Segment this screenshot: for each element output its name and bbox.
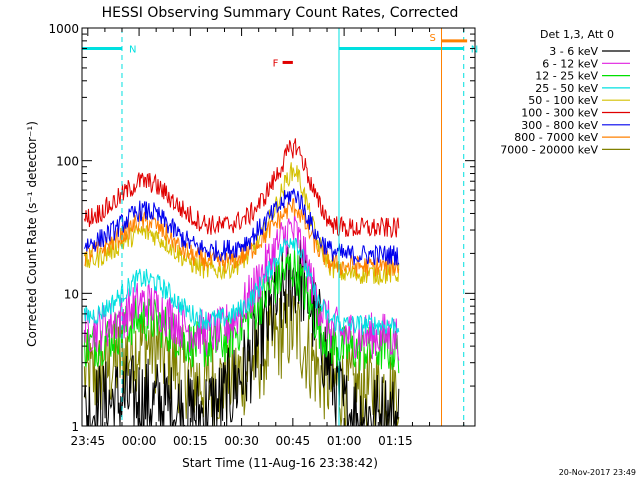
- y-tick-label: 1000: [48, 22, 79, 36]
- x-tick-label: 00:00: [122, 434, 157, 448]
- legend-entry-label: 50 - 100 keV: [528, 94, 598, 107]
- x-axis: 23:45 00:00 00:15 00:30 00:45 01:00 01:15: [71, 28, 465, 448]
- series-group: [83, 138, 400, 427]
- legend-entry-label: 300 - 800 keV: [521, 119, 598, 132]
- plot-frame: [81, 27, 476, 427]
- x-tick-label: 01:00: [327, 434, 362, 448]
- series-line-6: [83, 188, 400, 267]
- legend-entry-label: 7000 - 20000 keV: [500, 143, 598, 156]
- legend-entry-label: 6 - 12 keV: [542, 57, 598, 70]
- annotation-label: N: [129, 45, 136, 56]
- series-line-0: [83, 239, 400, 427]
- x-tick-label: 00:15: [173, 434, 208, 448]
- annotation-label: N: [471, 45, 478, 56]
- series-line-8: [83, 289, 400, 427]
- y-axis: 1 10 100 1000: [48, 22, 475, 434]
- series-line-5: [83, 138, 400, 238]
- annotation-group: N N S F: [82, 28, 478, 426]
- legend-header: Det 1,3, Att 0: [540, 28, 614, 41]
- y-axis-label: Corrected Count Rate (s⁻¹ detector⁻¹): [25, 121, 39, 347]
- x-tick-label: 00:30: [224, 434, 259, 448]
- x-tick-label: 00:45: [276, 434, 311, 448]
- x-axis-label: Start Time (11-Aug-16 23:38:42): [182, 456, 378, 470]
- chart-title: HESSI Observing Summary Count Rates, Cor…: [102, 5, 459, 21]
- x-tick-label: 01:15: [378, 434, 413, 448]
- annotation-label: F: [273, 58, 279, 69]
- series-line-1: [83, 213, 400, 361]
- legend-entry-label: 3 - 6 keV: [549, 45, 598, 58]
- footer-timestamp: 20-Nov-2017 23:49: [559, 468, 636, 477]
- legend-entry-label: 12 - 25 keV: [535, 70, 598, 83]
- y-tick-label: 100: [56, 155, 79, 169]
- legend-entry-label: 100 - 300 keV: [521, 107, 598, 120]
- legend-entry-label: 800 - 7000 keV: [514, 131, 598, 144]
- y-tick-label: 1: [71, 420, 79, 434]
- legend-entry-label: 25 - 50 keV: [535, 82, 598, 95]
- series-line-3: [83, 237, 400, 336]
- series-line-2: [83, 249, 400, 374]
- x-tick-label: 23:45: [71, 434, 106, 448]
- y-tick-label: 10: [64, 287, 79, 301]
- annotation-label: S: [430, 33, 436, 44]
